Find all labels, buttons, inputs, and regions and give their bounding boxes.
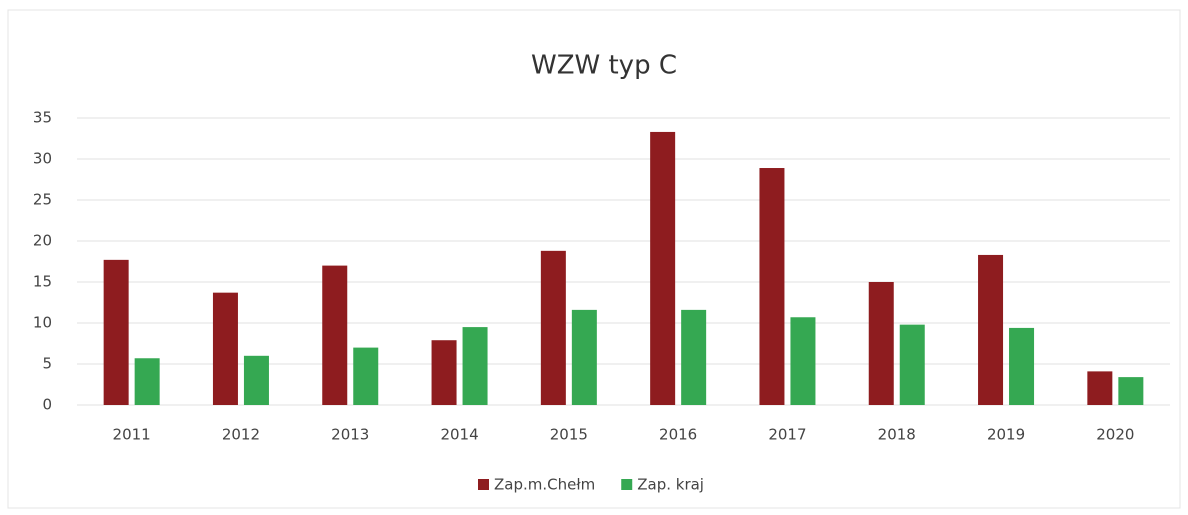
bar bbox=[978, 254, 1004, 405]
bar bbox=[899, 324, 925, 405]
bar bbox=[134, 358, 160, 405]
chart-border bbox=[7, 9, 1181, 509]
x-tick-label: 2015 bbox=[550, 426, 588, 444]
bar bbox=[431, 340, 457, 405]
legend-swatch bbox=[478, 479, 489, 490]
bar bbox=[1118, 377, 1144, 405]
x-tick-label: 2016 bbox=[659, 426, 697, 444]
x-tick-label: 2013 bbox=[331, 426, 369, 444]
bar bbox=[790, 317, 816, 405]
x-tick-label: 2014 bbox=[440, 426, 478, 444]
bar bbox=[462, 327, 488, 405]
y-tick-label: 20 bbox=[33, 232, 52, 250]
bar bbox=[322, 265, 348, 405]
bar bbox=[103, 259, 129, 405]
x-tick-label: 2020 bbox=[1096, 426, 1134, 444]
bar bbox=[1009, 327, 1035, 405]
bar bbox=[681, 309, 707, 405]
bar bbox=[353, 347, 379, 405]
bar bbox=[759, 168, 785, 405]
legend-label: Zap. kraj bbox=[637, 476, 704, 494]
bar bbox=[868, 282, 894, 405]
bar bbox=[1087, 371, 1113, 405]
x-tick-label: 2017 bbox=[768, 426, 806, 444]
chart-title: WZW typ C bbox=[531, 51, 677, 81]
y-tick-label: 10 bbox=[33, 314, 52, 332]
y-tick-label: 15 bbox=[33, 273, 52, 291]
x-tick-label: 2012 bbox=[222, 426, 260, 444]
bar bbox=[650, 131, 676, 405]
y-tick-label: 30 bbox=[33, 150, 52, 168]
bar bbox=[243, 355, 269, 405]
bar bbox=[571, 309, 597, 405]
y-tick-label: 25 bbox=[33, 191, 52, 209]
y-tick-label: 0 bbox=[42, 396, 52, 414]
x-tick-label: 2011 bbox=[113, 426, 151, 444]
legend-swatch bbox=[621, 479, 633, 490]
x-tick-label: 2018 bbox=[878, 426, 916, 444]
bar bbox=[212, 292, 238, 405]
y-tick-label: 5 bbox=[42, 355, 52, 373]
y-tick-label: 35 bbox=[33, 109, 52, 127]
legend-label: Zap.m.Chełm bbox=[494, 476, 595, 494]
x-tick-label: 2019 bbox=[987, 426, 1025, 444]
bar bbox=[540, 250, 566, 405]
